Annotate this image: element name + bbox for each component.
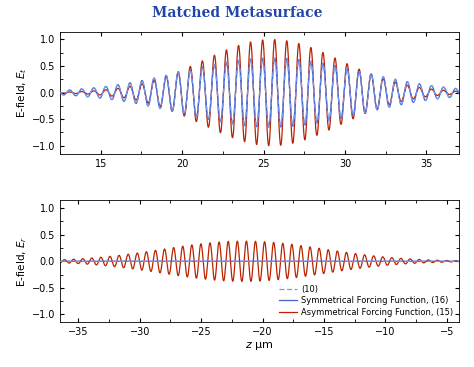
X-axis label: $z$ μm: $z$ μm [245,340,273,352]
Y-axis label: E-field, $E_t$: E-field, $E_t$ [15,67,29,118]
Legend: (10), Symmetrical Forcing Function, (16), Asymmetrical Forcing Function, (15): (10), Symmetrical Forcing Function, (16)… [277,283,455,318]
Y-axis label: E-field, $E_r$: E-field, $E_r$ [15,236,29,287]
Text: Matched Metasurface: Matched Metasurface [152,6,322,19]
